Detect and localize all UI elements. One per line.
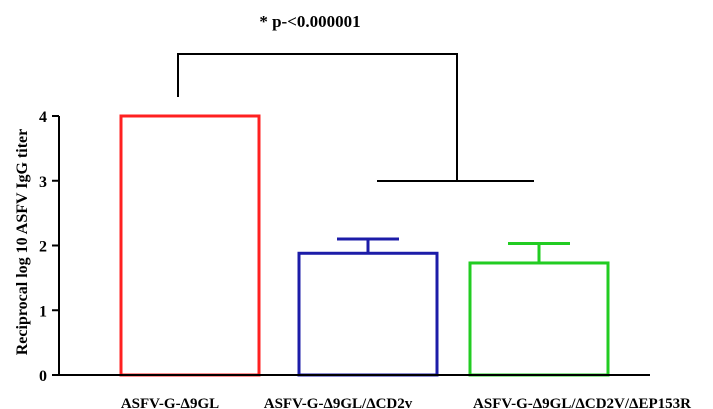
significance-bracket: * p-<0.000001	[177, 12, 534, 182]
x-tick-label: ASFV-G-Δ9GL/ΔCD2V/ΔEP153R	[473, 396, 691, 409]
y-tick-label: 1	[39, 303, 47, 320]
significance-annotation: * p-<0.000001	[259, 12, 360, 31]
bar	[468, 261, 610, 377]
x-axis: ASFV-G-Δ9GL ASFV-G-Δ9GL/ΔCD2v ASFV-G-Δ9GL/…	[59, 374, 691, 409]
bar	[297, 251, 439, 377]
y-tick-label: 4	[39, 109, 47, 126]
bracket-left-arm	[177, 53, 458, 181]
y-tick-label: 0	[39, 368, 47, 385]
bar	[119, 114, 261, 377]
y-axis-label: Reciprocal log 10 ASFV IgG titer	[14, 129, 31, 356]
bars	[119, 114, 610, 377]
x-tick-label: ASFV-G-Δ9GL/ΔCD2v	[264, 396, 413, 409]
x-tick-label: ASFV-G-Δ9GL	[121, 396, 219, 409]
y-tick-label: 3	[39, 174, 47, 191]
y-tick-label: 2	[39, 239, 47, 256]
y-axis: 0 1 2 3 4	[39, 109, 60, 385]
